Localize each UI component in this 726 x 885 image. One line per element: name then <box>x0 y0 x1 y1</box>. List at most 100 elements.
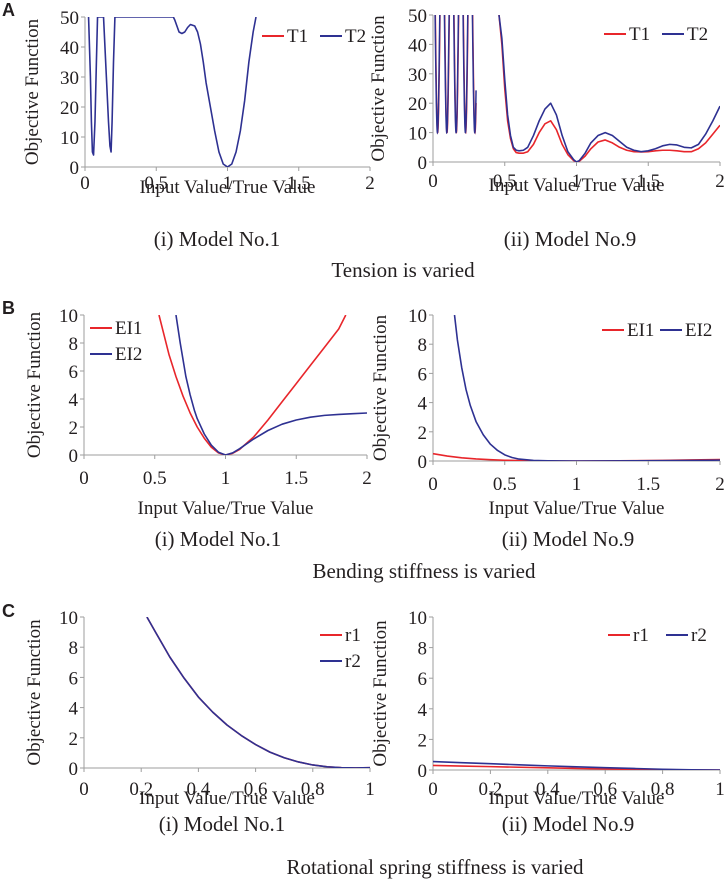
y-tick-label: 6 <box>418 364 428 385</box>
panel-letter-c: C <box>2 601 15 621</box>
subcaption-a-ii: (ii) Model No.9 <box>504 227 636 251</box>
chart-b-model-1: 0 2 4 6 8 10 0 0.5 1 1.5 2 Input Value/True Value Ob… <box>24 306 372 519</box>
y-tick-label: 10 <box>59 608 78 629</box>
series-line-ei1 <box>158 315 347 455</box>
y-tick-label: 10 <box>408 124 427 145</box>
y-tick-label: 2 <box>418 423 428 444</box>
legend-label-r2: r2 <box>691 625 707 646</box>
y-tick-label: 8 <box>418 639 428 660</box>
legend-label-ei1: EI1 <box>115 318 142 339</box>
y-tick-label: 6 <box>69 362 79 383</box>
x-axis-label: Input Value/True Value <box>138 498 314 519</box>
legend-label-ei2: EI2 <box>115 344 142 365</box>
caption-bending: Bending stiffness is varied <box>312 559 536 583</box>
caption-rotational: Rotational spring stiffness is varied <box>286 855 584 879</box>
panel-letter-a: A <box>2 0 15 20</box>
x-tick-label: 2 <box>365 173 375 194</box>
y-tick-label: 0 <box>418 153 428 174</box>
series-line-t1 <box>498 15 720 162</box>
legend-label-t2: T2 <box>687 24 708 45</box>
chart-b-model-9: 0 2 4 6 8 10 0 0.5 1 1.5 2 Input Value/True Value Ob… <box>370 306 725 519</box>
y-tick-label: 50 <box>60 8 79 29</box>
panel-letter-b: B <box>2 298 15 318</box>
x-tick-label: 2 <box>362 468 372 489</box>
subcaption-b-i: (i) Model No.1 <box>155 527 282 551</box>
y-tick-label: 40 <box>408 35 427 56</box>
y-tick-label: 30 <box>60 68 79 89</box>
caption-tension: Tension is varied <box>331 258 475 282</box>
y-axis-label: Objective Function <box>368 15 389 162</box>
x-tick-label: 1 <box>715 779 725 800</box>
x-tick-label: 0 <box>428 779 438 800</box>
x-tick-label: 0.4 <box>187 779 211 800</box>
series-t2-oscillation <box>434 15 477 135</box>
legend-label-r2: r2 <box>345 651 361 672</box>
y-tick-label: 0 <box>69 446 79 467</box>
y-tick-label: 2 <box>69 418 79 439</box>
y-tick-label: 0 <box>69 759 79 780</box>
y-tick-label: 10 <box>59 306 78 327</box>
series-line-ei2 <box>453 315 720 461</box>
x-tick-label: 0.5 <box>144 173 168 194</box>
x-tick-label: 1.5 <box>284 468 308 489</box>
x-tick-label: 2 <box>715 474 725 495</box>
x-tick-label: 0.8 <box>301 779 325 800</box>
series-line-ei2 <box>175 315 367 455</box>
x-tick-label: 2 <box>715 171 725 192</box>
subcaption-a-i: (i) Model No.1 <box>154 227 281 251</box>
y-tick-label: 8 <box>418 335 428 356</box>
legend-label-r1: r1 <box>345 625 361 646</box>
y-tick-label: 6 <box>418 669 428 690</box>
x-tick-label: 0.5 <box>143 468 167 489</box>
x-axis-label: Input Value/True Value <box>139 788 315 809</box>
x-tick-label: 0.2 <box>479 779 503 800</box>
legend-label-r1: r1 <box>633 625 649 646</box>
subcaption-c-ii: (ii) Model No.9 <box>502 812 634 836</box>
y-tick-label: 10 <box>60 128 79 149</box>
x-tick-label: 1 <box>572 171 582 192</box>
y-tick-label: 10 <box>408 306 427 327</box>
y-tick-label: 20 <box>60 98 79 119</box>
x-tick-label: 1 <box>572 474 582 495</box>
y-axis-label: Objective Function <box>370 620 391 767</box>
series-line-r2 <box>146 617 370 768</box>
y-tick-label: 4 <box>418 394 428 415</box>
legend-label-t2: T2 <box>345 26 366 47</box>
y-tick-label: 4 <box>69 699 79 720</box>
x-axis-label: Input Value/True Value <box>489 498 665 519</box>
x-axis-label: Input Value/True Value <box>140 177 316 198</box>
y-tick-label: 10 <box>408 608 427 629</box>
x-tick-label: 1 <box>221 468 231 489</box>
x-tick-label: 0.5 <box>493 171 517 192</box>
y-tick-label: 0 <box>418 761 428 782</box>
y-axis-label: Objective Function <box>370 314 391 461</box>
x-axis-label: Input Value/True Value <box>489 175 665 196</box>
x-axis-label: Input Value/True Value <box>489 788 665 809</box>
series-line-t2 <box>498 15 720 162</box>
y-tick-label: 0 <box>70 158 80 179</box>
subcaption-c-i: (i) Model No.1 <box>159 812 286 836</box>
chart-a-model-9: 0 10 20 30 40 50 0 0.5 1 1.5 2 Input Value/True Val… <box>368 6 725 196</box>
legend-label-ei2: EI2 <box>685 320 712 341</box>
x-tick-label: 0.6 <box>593 779 617 800</box>
y-tick-label: 8 <box>69 334 79 355</box>
x-tick-label: 1 <box>365 779 375 800</box>
y-axis-label: Objective Function <box>22 18 43 165</box>
y-tick-label: 50 <box>408 6 427 27</box>
chart-c-model-1: 0 2 4 6 8 10 0 0.2 0.4 0.6 0.8 1 Input Value/True Va… <box>24 608 375 809</box>
subcaption-b-ii: (ii) Model No.9 <box>502 527 634 551</box>
x-tick-label: 0 <box>79 468 89 489</box>
x-tick-label: 1.5 <box>636 171 660 192</box>
x-tick-label: 0.2 <box>129 779 153 800</box>
y-tick-label: 6 <box>69 668 79 689</box>
series-line-t2 <box>87 17 257 167</box>
legend-label-t1: T1 <box>287 26 308 47</box>
chart-a-model-1: 0 10 20 30 40 50 0 0.5 1 1.5 2 Input Value/True Val… <box>22 8 375 198</box>
series-line-r2 <box>433 760 720 770</box>
chart-c-model-9: 0 2 4 6 8 10 0 0.2 0.4 0.6 0.8 1 Input Value/True Va… <box>370 608 725 809</box>
x-tick-label: 1 <box>223 173 233 194</box>
legend-label-t1: T1 <box>629 24 650 45</box>
legend-label-ei1: EI1 <box>627 320 654 341</box>
y-tick-label: 20 <box>408 94 427 115</box>
x-tick-label: 0.8 <box>651 779 675 800</box>
